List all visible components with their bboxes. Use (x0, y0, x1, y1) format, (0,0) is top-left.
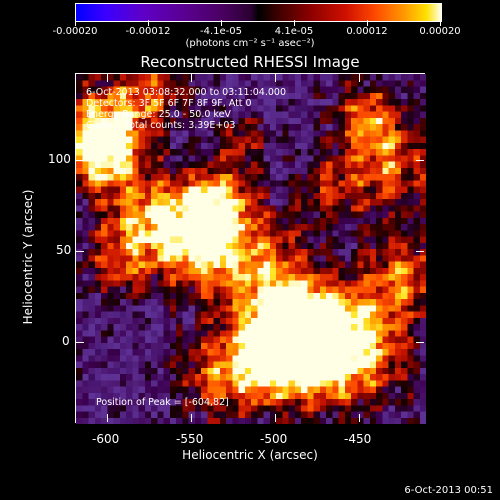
colorbar-tick (440, 20, 441, 26)
colorbar-tick (221, 20, 222, 26)
x-tick-label: -600 (92, 432, 120, 446)
x-tick (191, 74, 192, 82)
y-tick-label: 0 (62, 334, 70, 348)
y-tick-label: 50 (56, 243, 72, 257)
y-tick (76, 342, 84, 343)
colorbar-tick-label: -0.00020 (52, 26, 98, 37)
y-axis-label: Heliocentric Y (arcsec) (21, 189, 35, 325)
y-tick-label: 100 (48, 152, 71, 166)
colorbar-tick (294, 20, 295, 26)
y-tick (416, 160, 424, 161)
y-tick (76, 251, 84, 252)
rhessi-image (76, 74, 426, 424)
colorbar-tick-label: 0.00020 (419, 26, 461, 37)
colorbar-units: (photons cm⁻² s⁻¹ asec⁻²) (185, 38, 315, 49)
x-axis-label: Heliocentric X (arcsec) (182, 448, 318, 462)
x-tick (359, 414, 360, 422)
x-tick-label: -500 (260, 432, 288, 446)
x-tick (275, 414, 276, 422)
colorbar-tick-label: 4.1e-05 (274, 26, 314, 37)
rhessi-image-panel: 6-Oct-2013 03:08:32.000 to 03:11:04.000 … (75, 73, 426, 424)
x-tick-label: -550 (176, 432, 204, 446)
x-tick-label: -450 (344, 432, 372, 446)
x-tick (275, 74, 276, 82)
colorbar-tick-label: -0.00012 (125, 26, 171, 37)
colorbar-tick (148, 20, 149, 26)
y-tick (416, 251, 424, 252)
info-time-range: 6-Oct-2013 03:08:32.000 to 03:11:04.000 (86, 87, 287, 98)
info-peak-position: Position of Peak = [-604,82] (96, 397, 229, 408)
colorbar-tick (75, 20, 76, 26)
colorbar-tick-label: -4.1e-05 (200, 26, 242, 37)
colorbar-tick-label: 0.00012 (346, 26, 388, 37)
x-tick (107, 74, 108, 82)
x-tick (359, 74, 360, 82)
info-clean-counts: Clean Total counts: 3.39E+03 (86, 120, 236, 131)
colorbar (75, 3, 442, 22)
x-tick (191, 414, 192, 422)
plot-timestamp: 6-Oct-2013 00:51 (404, 485, 493, 496)
colorbar-tick (367, 20, 368, 26)
image-title: Reconstructed RHESSI Image (140, 53, 360, 71)
y-tick (76, 160, 84, 161)
x-tick (107, 414, 108, 422)
info-detectors: Detectors: 3F 5F 6F 7F 8F 9F, Att 0 (86, 98, 252, 109)
info-energy-range: Energy Range: 25.0 - 50.0 keV (86, 109, 231, 120)
y-tick (416, 342, 424, 343)
